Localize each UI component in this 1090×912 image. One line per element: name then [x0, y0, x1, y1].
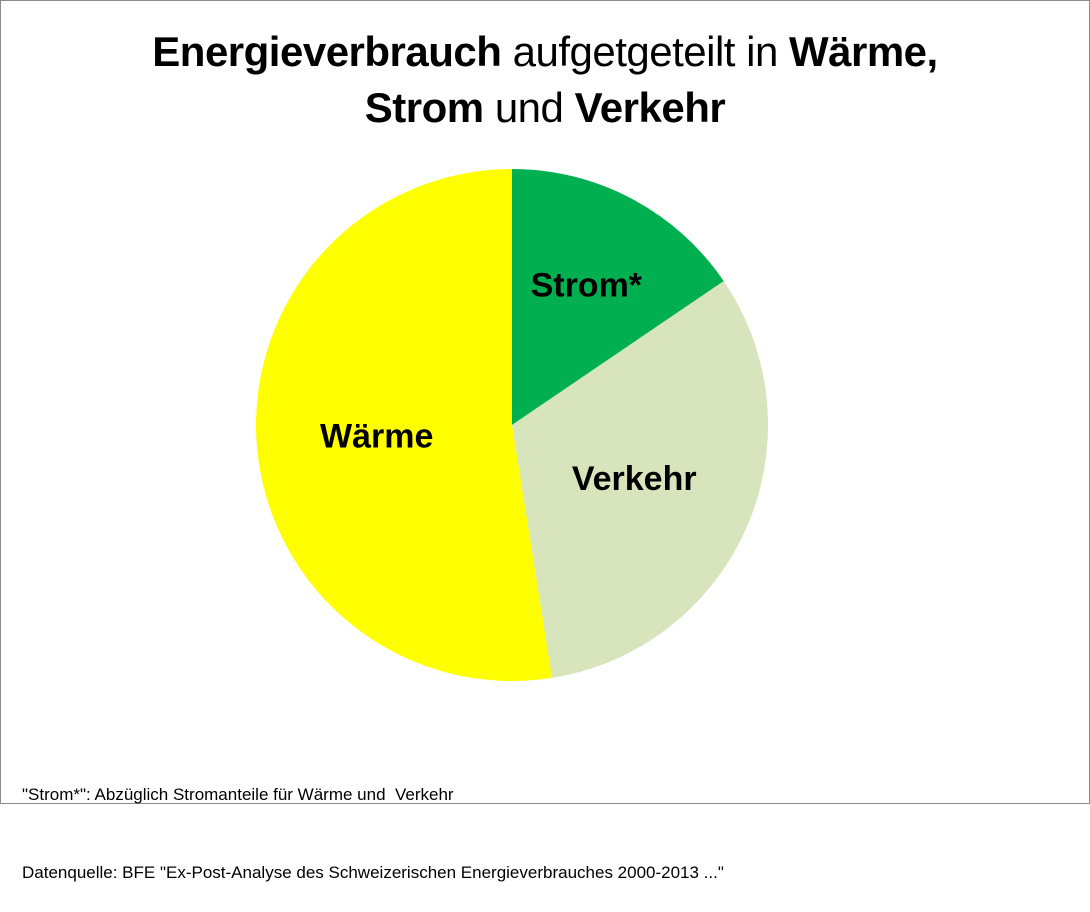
pie-chart: Strom* Verkehr Wärme [256, 169, 768, 681]
title-part: Verkehr [574, 84, 726, 131]
pie-label-strom: Strom* [531, 267, 643, 305]
footnote-source: Datenquelle: BFE "Ex-Post-Analyse des Sc… [22, 863, 724, 882]
title-part: Strom [364, 84, 484, 131]
title-line-1: Energieverbrauch aufgetgeteilt in Wärme, [0, 24, 1090, 80]
title-line-2: Strom und Verkehr [0, 80, 1090, 136]
pie-label-wärme: Wärme [320, 418, 433, 456]
pie-slices [256, 169, 768, 681]
footnotes: "Strom*": Abzüglich Stromanteile für Wär… [22, 730, 724, 912]
chart-title: Energieverbrauch aufgetgeteilt in Wärme,… [0, 24, 1090, 136]
pie-slice-wärme [256, 169, 553, 681]
footnote-strom: "Strom*": Abzüglich Stromanteile für Wär… [22, 785, 454, 804]
pie-slice-strom [512, 169, 724, 425]
pie-slice-verkehr [512, 281, 768, 678]
title-part: und [483, 84, 575, 131]
title-part: Wärme, [788, 28, 938, 75]
pie-label-verkehr: Verkehr [572, 460, 697, 498]
pie-labels: Strom* Verkehr Wärme [320, 267, 697, 498]
title-part: Energieverbrauch [152, 28, 502, 75]
title-part: aufgetgeteilt in [501, 28, 789, 75]
